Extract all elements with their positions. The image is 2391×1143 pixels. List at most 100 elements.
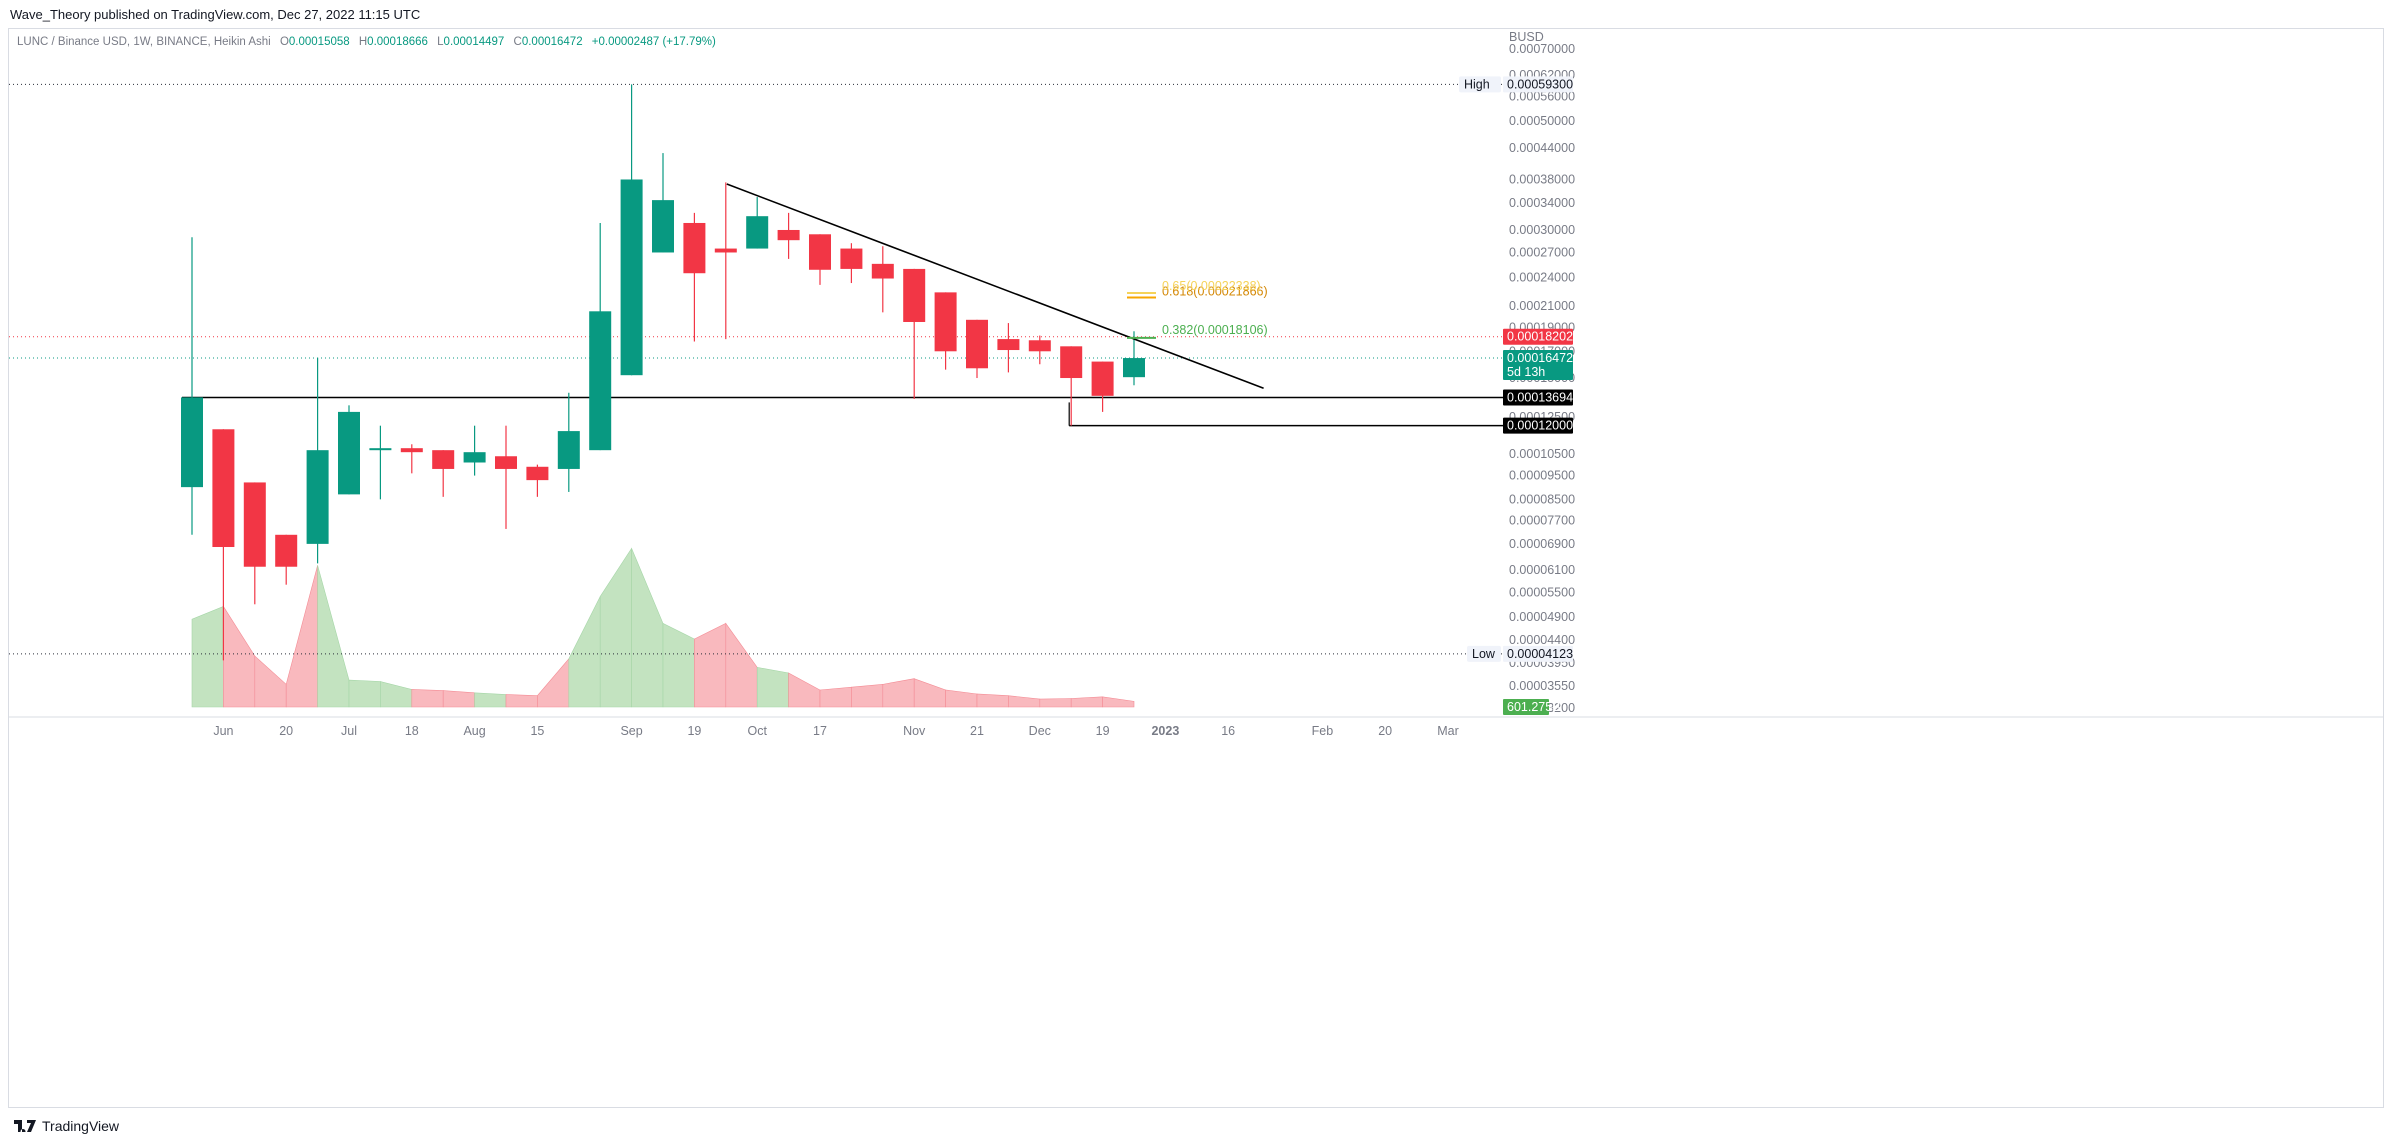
change-value: +0.00002487 (+17.79%) [591, 36, 716, 48]
y-tick-label: 0.00010500 [1509, 447, 1575, 461]
fib-0.618-label: 0.618(0.00021866) [1162, 285, 1268, 299]
footer: TradingView [14, 1118, 119, 1134]
candle-body[interactable] [181, 397, 203, 488]
candle-body[interactable] [338, 411, 360, 495]
candle-body[interactable] [400, 448, 423, 453]
y-tick-label: 0.00024000 [1509, 271, 1575, 285]
low-tag-value: 0.00004123 [1507, 647, 1573, 661]
y-tick-label: 0.00007700 [1509, 513, 1575, 527]
y-tick-label: 0.00003550 [1509, 679, 1575, 693]
close-key: C [513, 36, 522, 48]
top-bar: Wave_Theory published on TradingView.com… [0, 0, 2391, 28]
y-tick-label: 0.00021000 [1509, 299, 1575, 313]
candle-body[interactable] [903, 268, 926, 322]
volume-area-segment [756, 666, 789, 708]
volume-area-segment [662, 622, 695, 708]
candle-body[interactable] [557, 431, 580, 469]
candle-body[interactable] [714, 248, 737, 253]
x-tick-label: Nov [903, 724, 926, 738]
y-tick-label: 0.00034000 [1509, 196, 1575, 210]
volume-area-segment [380, 681, 413, 708]
volume-area-segment [882, 678, 915, 708]
x-tick-label: Dec [1029, 724, 1051, 738]
candle-body[interactable] [369, 448, 392, 451]
tradingview-logo-icon[interactable] [14, 1120, 36, 1132]
candle-body[interactable] [871, 263, 894, 279]
fib-0.65-label: 0.65(0.00022338) [1162, 279, 1261, 293]
y-tick-label: 0.00050000 [1509, 114, 1575, 128]
candle-body[interactable] [934, 292, 957, 352]
y-tick-label: 0.00008500 [1509, 492, 1575, 506]
candle-body[interactable] [275, 534, 298, 567]
price-chart[interactable]: 0.382(0.00018106) 0.618(0.00021866)0.65(0… [9, 29, 2383, 1107]
prev-price-tag-value: 0.00018202 [1507, 330, 1573, 344]
brand-name[interactable]: TradingView [42, 1118, 120, 1134]
high-tag-caption-bg [1459, 76, 1501, 93]
open-value: 0.00015058 [288, 36, 350, 48]
candle-body[interactable] [243, 482, 266, 567]
close-value: 0.00016472 [521, 36, 583, 48]
candle-body[interactable] [495, 456, 517, 469]
volume-area-segment [1039, 698, 1072, 708]
symbol-legend: LUNC / Binance USD, 1W, BINANCE, Heikin … [17, 36, 716, 48]
volume-area-segment [788, 672, 821, 708]
x-tick-label: Oct [747, 724, 767, 738]
low-key: L [437, 36, 444, 48]
open-key: O [279, 36, 289, 48]
y-tick-label: 0.00038000 [1509, 172, 1575, 186]
candle-body[interactable] [589, 311, 612, 451]
low-tag-caption: Low [1472, 647, 1496, 661]
x-tick-label: 20 [279, 724, 293, 738]
prev-price-tag-bg [1503, 328, 1573, 345]
last-price-tag-countdown: 5d 13h [1507, 365, 1545, 379]
volume-area-segment [1102, 696, 1135, 708]
y-tick-label: 0.00030000 [1509, 223, 1575, 237]
volume-area-segment [411, 689, 444, 708]
low-tag-bg [1503, 645, 1573, 662]
level-tag-0.00013694-bg [1503, 389, 1573, 406]
candle-body[interactable] [809, 234, 831, 270]
candle-body[interactable] [1060, 346, 1083, 379]
candle-body[interactable] [620, 179, 643, 376]
candle-body[interactable] [463, 452, 486, 463]
descending-trendline[interactable] [726, 183, 1264, 389]
volume-area-segment [913, 678, 946, 708]
chart-panel[interactable]: 0.382(0.00018106) 0.618(0.00021866) 0.65(0… [8, 28, 2384, 1108]
published-by-text: Wave_Theory published on TradingView.com… [10, 7, 421, 22]
candle-body[interactable] [840, 248, 863, 269]
candle-body[interactable] [526, 466, 549, 481]
x-tick-label: Feb [1312, 724, 1334, 738]
x-tick-label: Sep [620, 724, 642, 738]
candle-body[interactable] [777, 229, 800, 241]
volume-tag-bg [1503, 699, 1549, 715]
candle-body[interactable] [212, 429, 235, 548]
candle-body[interactable] [746, 216, 769, 249]
x-tick-label: 16 [1221, 724, 1235, 738]
candle-body[interactable] [1091, 361, 1114, 396]
y-tick-label: 0.00044000 [1509, 141, 1575, 155]
volume-tag-value: 601.275B [1507, 700, 1561, 714]
candle-body[interactable] [306, 450, 329, 544]
candle-body[interactable] [997, 339, 1020, 351]
level-tag-0.00012000-value: 0.00012000 [1507, 419, 1573, 433]
fib-0.382-label: 0.382(0.00018106) [1162, 323, 1268, 337]
last-price-tag-bg [1503, 350, 1573, 381]
candle-body[interactable] [432, 450, 455, 469]
x-tick-label: Jun [213, 724, 233, 738]
x-tick-label: 15 [530, 724, 544, 738]
x-tick-label: Mar [1437, 724, 1459, 738]
x-tick-label: 19 [1096, 724, 1110, 738]
candle-body[interactable] [683, 222, 706, 274]
candle-body[interactable] [652, 200, 674, 253]
high-tag-bg [1503, 76, 1573, 93]
candle-body[interactable] [1028, 340, 1051, 352]
y-tick-label: 0.00004900 [1509, 610, 1575, 624]
symbol-label[interactable]: LUNC / Binance USD, 1W, BINANCE, Heikin … [17, 36, 271, 48]
candle-body[interactable] [966, 319, 988, 369]
y-tick-label: 0.00006100 [1509, 563, 1575, 577]
x-tick-label: 17 [813, 724, 827, 738]
volume-area-segment [505, 694, 538, 708]
candle-body[interactable] [1123, 358, 1145, 378]
currency-label: BUSD [1509, 30, 1544, 44]
x-tick-label: 20 [1378, 724, 1392, 738]
